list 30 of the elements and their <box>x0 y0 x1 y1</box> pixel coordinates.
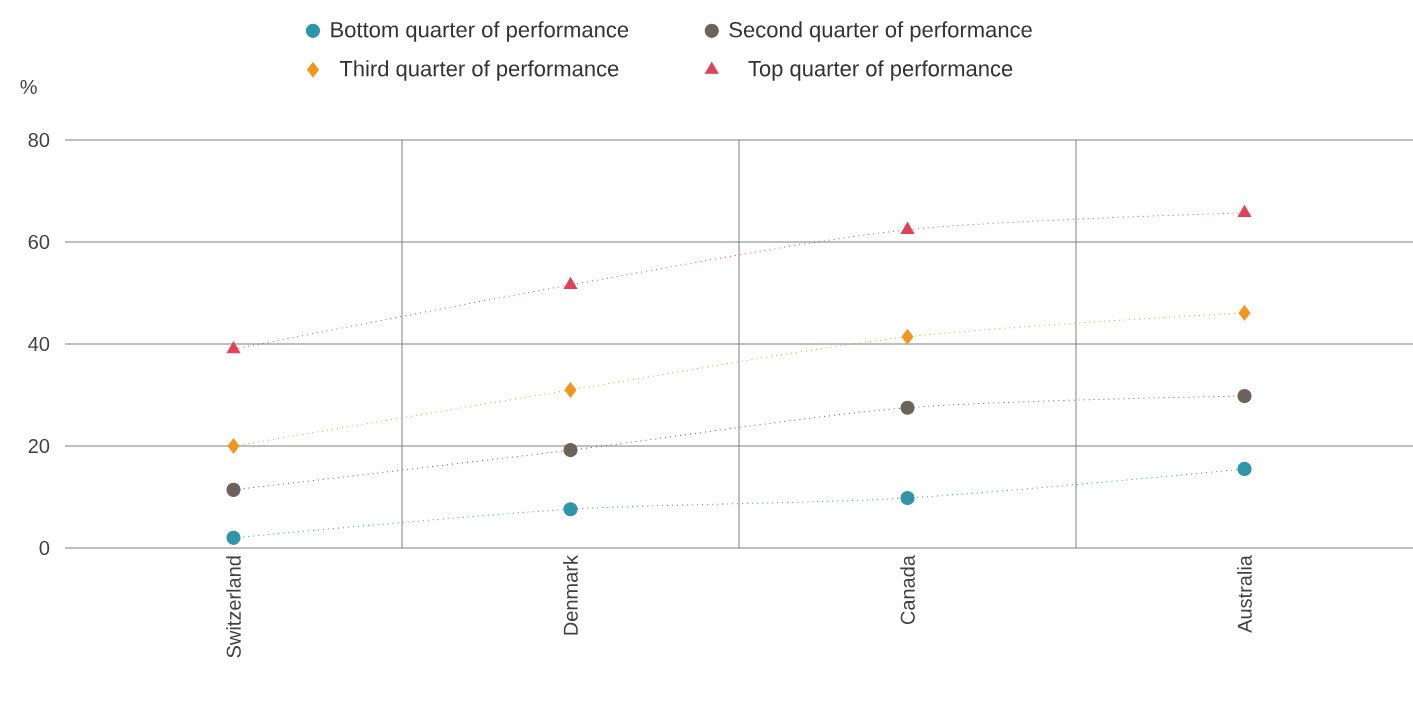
y-axis-title: % <box>20 79 37 94</box>
y-tick-label: 20 <box>28 438 50 454</box>
point <box>901 329 914 345</box>
legend-label: Top quarter of performance <box>748 60 1013 81</box>
point <box>564 382 577 398</box>
x-tick-label: Switzerland <box>226 556 241 658</box>
point <box>900 490 915 506</box>
y-tick-label: 60 <box>28 234 50 250</box>
y-tick-label: 80 <box>28 132 50 148</box>
point <box>563 502 578 517</box>
point <box>1237 461 1252 477</box>
point <box>1237 205 1252 218</box>
point <box>1238 305 1251 321</box>
point <box>227 438 240 454</box>
point <box>226 341 241 354</box>
legend-label: Third quarter of performance <box>339 60 619 81</box>
point <box>900 400 915 415</box>
point <box>1237 388 1252 404</box>
y-tick-label: 40 <box>28 336 50 352</box>
x-tick-label: Denmark <box>563 555 578 635</box>
legend-label: Second quarter of performance <box>729 21 1032 42</box>
point <box>563 277 578 289</box>
point <box>226 530 241 545</box>
y-tick-label: 0 <box>39 540 50 556</box>
legend-label: Bottom quarter of performance <box>331 21 629 42</box>
x-tick-label: Australia <box>1237 555 1252 633</box>
point <box>900 222 915 234</box>
point <box>563 442 578 458</box>
point <box>226 482 241 497</box>
x-tick-label: Canada <box>900 555 915 625</box>
